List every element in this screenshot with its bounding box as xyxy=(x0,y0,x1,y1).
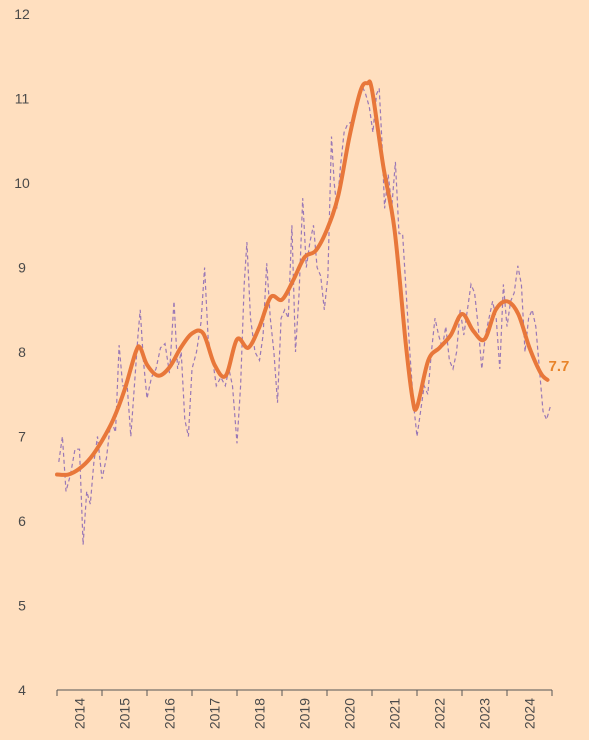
x-tick-label: 2023 xyxy=(477,698,493,729)
last-value-label: 7.7 xyxy=(549,358,570,375)
y-tick-label: 10 xyxy=(14,175,30,191)
x-tick-label: 2016 xyxy=(162,698,178,729)
y-tick-label: 12 xyxy=(14,6,30,22)
monthly-line xyxy=(58,83,551,545)
x-tick-label: 2014 xyxy=(72,698,88,729)
y-tick-label: 9 xyxy=(18,260,26,276)
x-tick-label: 2018 xyxy=(252,698,268,729)
y-tick-label: 7 xyxy=(18,429,26,445)
y-tick-label: 6 xyxy=(18,513,26,529)
x-tick-label: 2024 xyxy=(522,698,538,729)
y-tick-label: 4 xyxy=(18,682,26,698)
y-tick-label: 11 xyxy=(15,91,30,107)
x-tick-label: 2015 xyxy=(117,698,133,729)
series-layer xyxy=(55,79,551,545)
x-tick-label: 2017 xyxy=(207,698,223,729)
x-tick-label: 2020 xyxy=(342,698,358,729)
x-tick-label: 2021 xyxy=(387,698,403,729)
x-axis: 2014 2015 2016 2017 2018 2019 2020 2021 2022 2023… xyxy=(56,689,553,729)
y-tick-label: 5 xyxy=(18,598,26,614)
x-tick-label: 2022 xyxy=(432,698,448,729)
y-tick-label: 8 xyxy=(18,344,26,360)
trend-line xyxy=(55,79,550,477)
y-axis-labels: 4 5 6 7 8 9 10 11 12 xyxy=(14,6,30,698)
x-tick-label: 2019 xyxy=(297,698,313,729)
